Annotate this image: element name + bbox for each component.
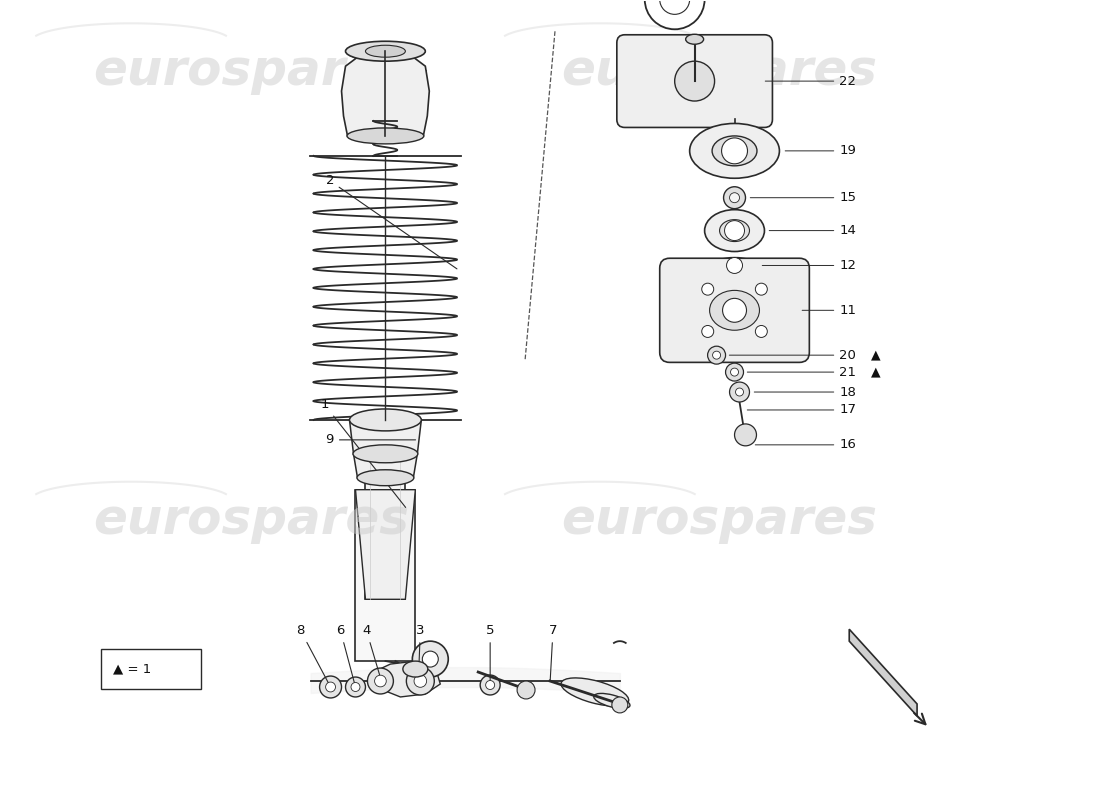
- Circle shape: [726, 363, 744, 381]
- Ellipse shape: [350, 409, 421, 431]
- Circle shape: [481, 675, 500, 695]
- Circle shape: [674, 61, 715, 101]
- Ellipse shape: [713, 258, 757, 274]
- FancyBboxPatch shape: [660, 258, 810, 362]
- Text: 1: 1: [320, 398, 406, 507]
- Text: 4: 4: [362, 624, 381, 678]
- Circle shape: [702, 326, 714, 338]
- Circle shape: [375, 675, 386, 687]
- Circle shape: [713, 351, 721, 359]
- Ellipse shape: [719, 220, 749, 242]
- Circle shape: [702, 283, 714, 295]
- Text: 21: 21: [747, 366, 856, 378]
- Ellipse shape: [712, 136, 757, 166]
- Text: 22: 22: [766, 74, 856, 88]
- Text: 9: 9: [326, 434, 416, 446]
- Polygon shape: [617, 60, 630, 102]
- Ellipse shape: [685, 34, 704, 44]
- Ellipse shape: [358, 470, 414, 486]
- Text: eurospares: eurospares: [562, 47, 878, 95]
- Polygon shape: [355, 490, 416, 599]
- Text: 10: 10: [351, 54, 427, 70]
- Ellipse shape: [345, 42, 426, 61]
- Text: ▲: ▲: [867, 366, 881, 378]
- FancyBboxPatch shape: [617, 34, 772, 127]
- Text: 18: 18: [755, 386, 856, 398]
- Circle shape: [727, 258, 742, 274]
- Text: 3: 3: [416, 624, 425, 678]
- Ellipse shape: [690, 123, 780, 178]
- Circle shape: [722, 138, 748, 164]
- Ellipse shape: [346, 128, 424, 144]
- Text: 15: 15: [750, 191, 856, 204]
- Text: ▲: ▲: [867, 349, 881, 362]
- Circle shape: [406, 667, 434, 695]
- Ellipse shape: [365, 46, 406, 57]
- Text: 2: 2: [326, 174, 456, 269]
- Circle shape: [422, 651, 438, 667]
- Circle shape: [612, 697, 628, 713]
- Text: eurospares: eurospares: [92, 47, 409, 95]
- Circle shape: [351, 682, 360, 691]
- Text: eurospares: eurospares: [92, 495, 409, 543]
- Circle shape: [729, 382, 749, 402]
- Polygon shape: [353, 454, 417, 478]
- Circle shape: [707, 346, 726, 364]
- Circle shape: [486, 681, 495, 690]
- Polygon shape: [350, 420, 421, 454]
- Text: 19: 19: [785, 144, 856, 158]
- Text: 13: 13: [349, 94, 409, 134]
- Circle shape: [729, 193, 739, 202]
- Text: 17: 17: [747, 403, 856, 417]
- Circle shape: [320, 676, 341, 698]
- Text: 12: 12: [762, 259, 856, 272]
- Ellipse shape: [403, 661, 428, 677]
- Circle shape: [517, 681, 535, 699]
- Polygon shape: [355, 490, 416, 661]
- Ellipse shape: [594, 694, 630, 709]
- Text: 5: 5: [486, 624, 494, 682]
- Circle shape: [723, 298, 747, 322]
- Text: 7: 7: [549, 624, 558, 682]
- FancyBboxPatch shape: [101, 649, 201, 689]
- Ellipse shape: [561, 678, 629, 706]
- Polygon shape: [375, 661, 440, 697]
- Circle shape: [412, 641, 449, 677]
- Circle shape: [414, 674, 427, 687]
- Text: ▲ = 1: ▲ = 1: [113, 662, 152, 675]
- Polygon shape: [365, 460, 406, 599]
- Ellipse shape: [705, 210, 764, 251]
- Text: 20: 20: [729, 349, 856, 362]
- Polygon shape: [849, 630, 917, 716]
- Circle shape: [735, 424, 757, 446]
- Ellipse shape: [353, 445, 418, 462]
- Circle shape: [345, 677, 365, 697]
- Polygon shape: [341, 51, 429, 136]
- Circle shape: [756, 283, 768, 295]
- Circle shape: [326, 682, 336, 692]
- Text: 8: 8: [296, 624, 329, 685]
- Text: 16: 16: [756, 438, 856, 451]
- Circle shape: [725, 221, 745, 241]
- Circle shape: [736, 388, 744, 396]
- Circle shape: [730, 368, 738, 376]
- Text: eurospares: eurospares: [562, 495, 878, 543]
- Text: 11: 11: [802, 304, 856, 317]
- Circle shape: [724, 186, 746, 209]
- Text: 14: 14: [769, 224, 856, 237]
- Circle shape: [367, 668, 394, 694]
- Circle shape: [756, 326, 768, 338]
- Ellipse shape: [710, 290, 759, 330]
- Text: 6: 6: [337, 624, 355, 684]
